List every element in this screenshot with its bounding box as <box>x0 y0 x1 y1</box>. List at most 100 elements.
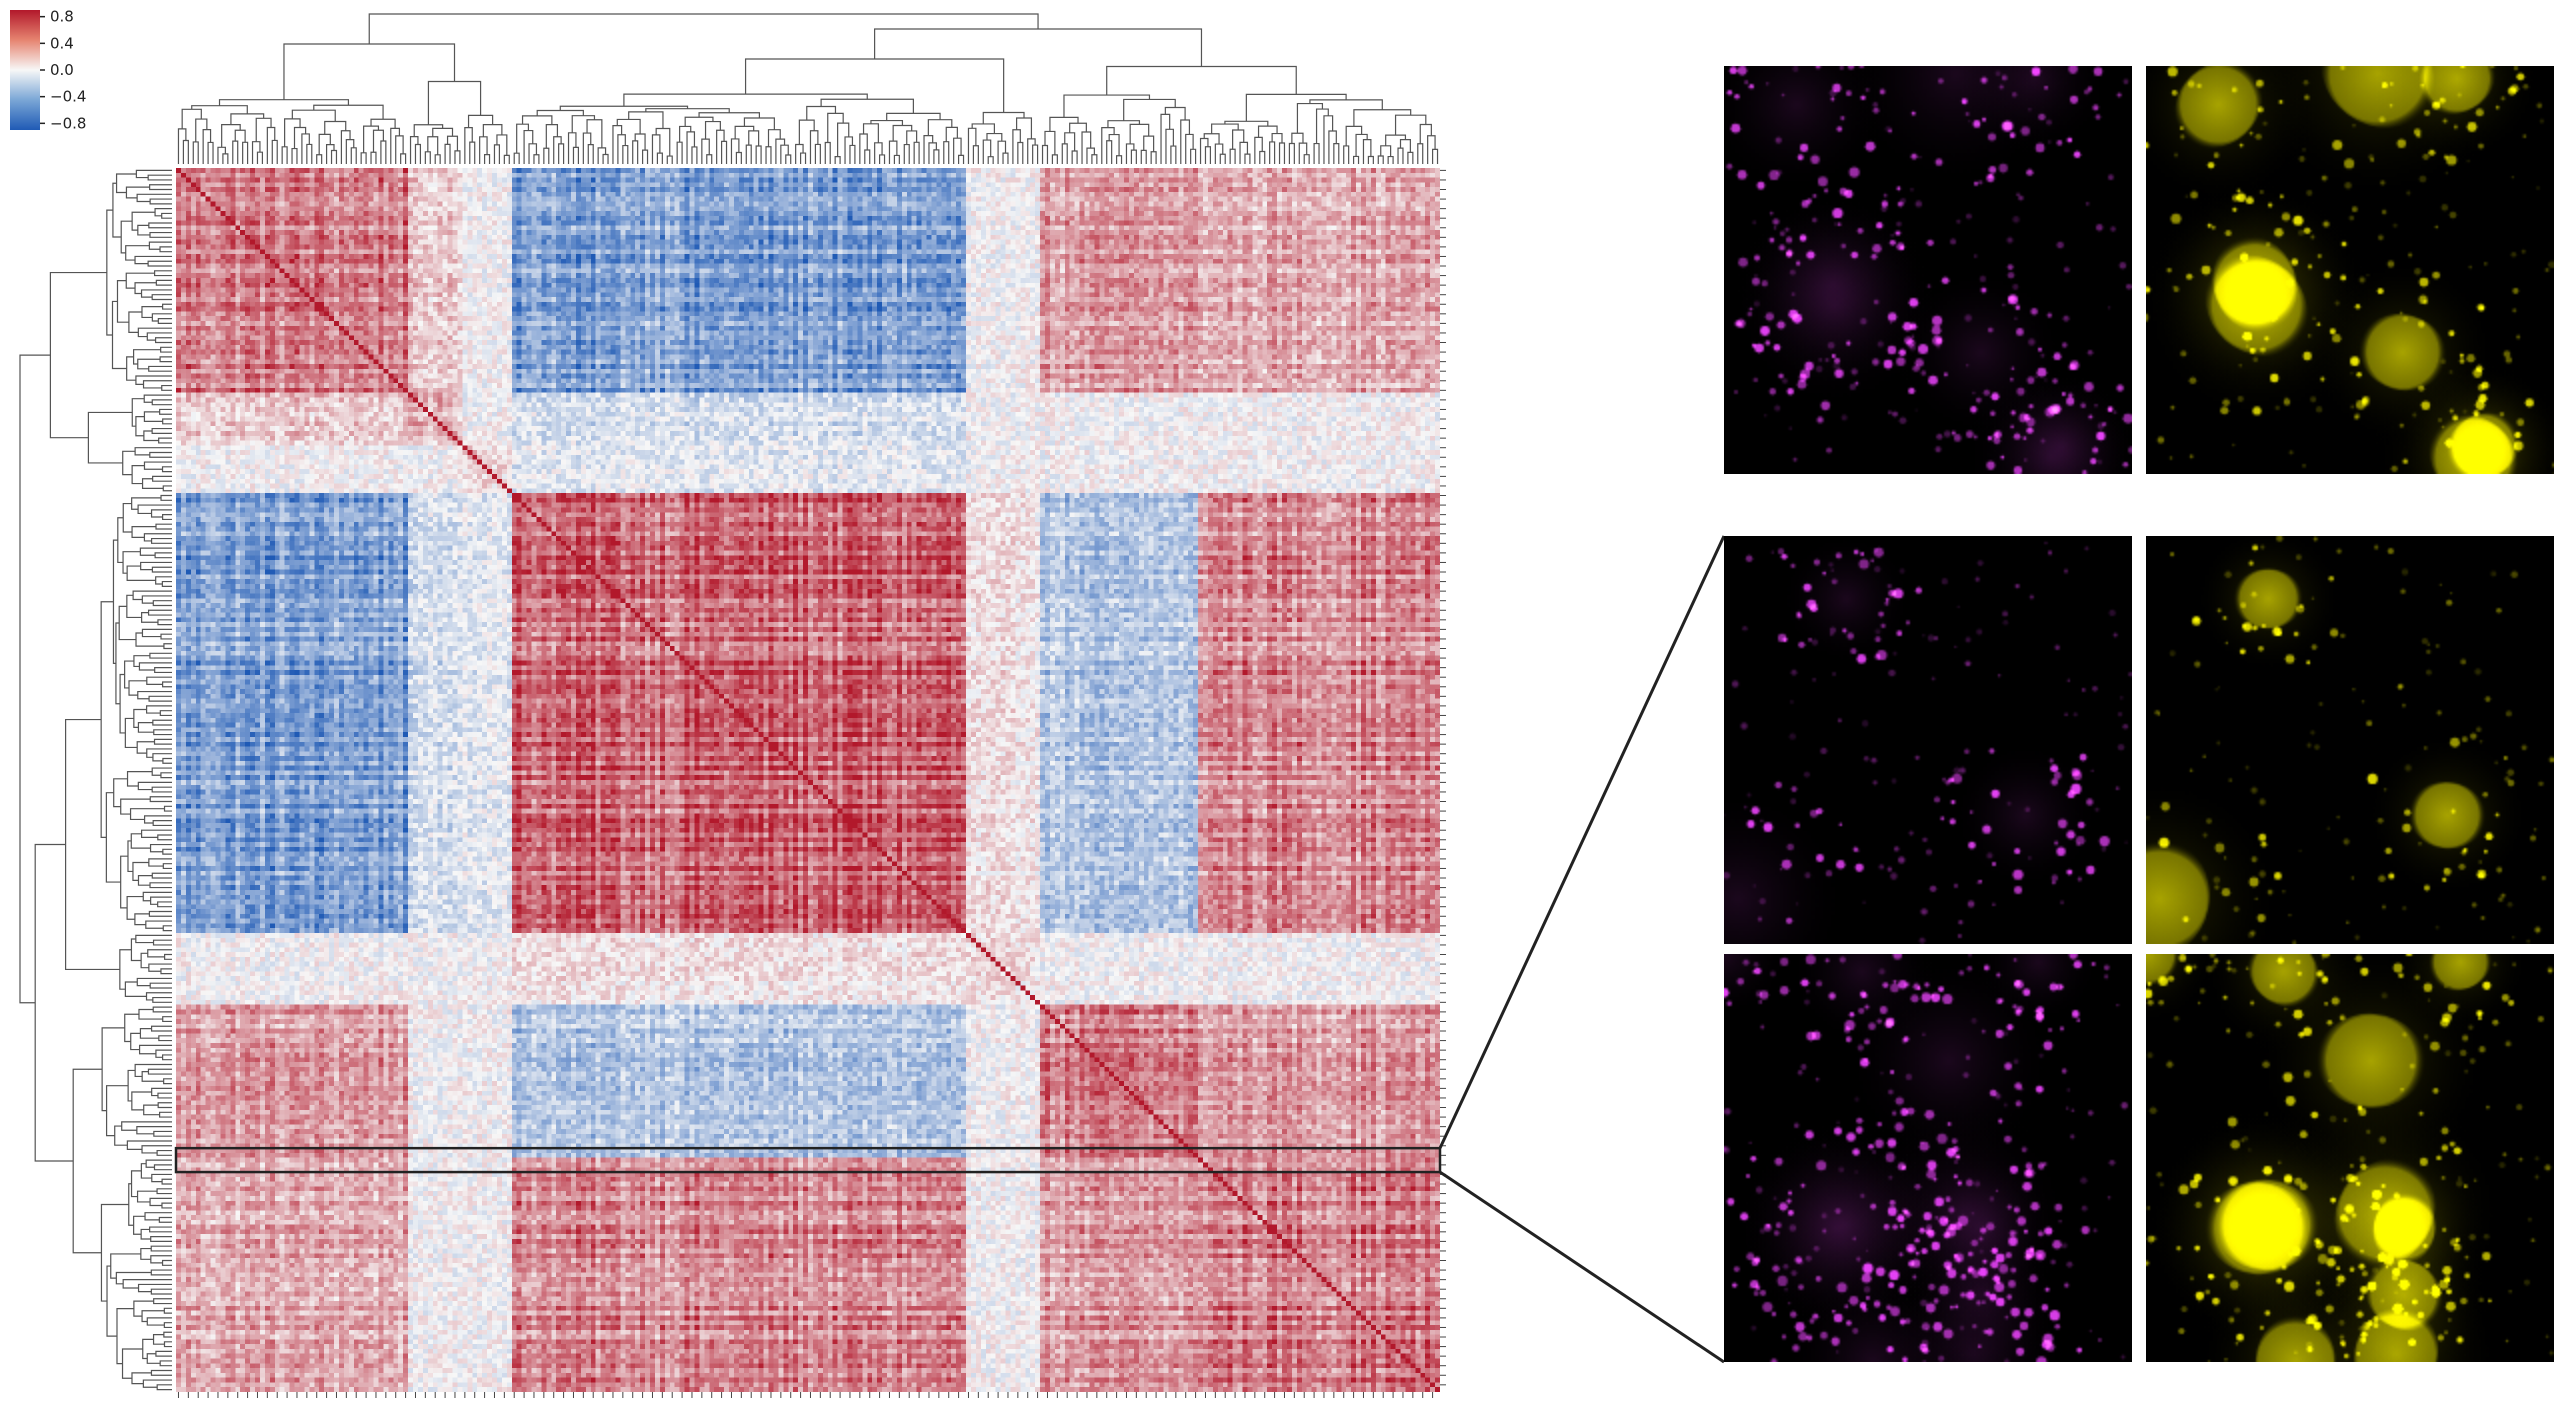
dendrogram-link <box>137 504 172 515</box>
dendrogram-link <box>112 182 122 238</box>
dendrogram-link <box>151 1087 172 1097</box>
dendrogram-link <box>161 1202 172 1209</box>
dendrogram-link <box>141 478 164 489</box>
dendrogram-link <box>150 537 172 544</box>
dendrogram-link <box>1125 143 1135 164</box>
dendrogram-link <box>155 1049 172 1058</box>
dendrogram-link <box>533 154 540 164</box>
dendrogram-link <box>748 130 760 147</box>
dendrogram-link <box>34 843 74 1162</box>
dendrogram-link <box>513 152 520 164</box>
dendrogram-link <box>156 1384 172 1391</box>
dendrogram-link <box>291 147 298 164</box>
dendrogram-link <box>152 820 172 827</box>
dendrogram-link <box>146 705 172 714</box>
dendrogram-link <box>134 913 150 926</box>
dendrogram-link <box>161 212 172 219</box>
dendrogram-link <box>156 1188 172 1195</box>
dendrogram-link <box>291 109 336 122</box>
dendrogram-link <box>150 1236 172 1242</box>
dendrogram-link <box>234 129 246 143</box>
dendrogram-link <box>119 949 132 990</box>
dendrogram-link <box>151 767 172 776</box>
dendrogram-link <box>135 632 164 647</box>
dendrogram-link <box>1315 108 1329 144</box>
dendrogram-link <box>153 738 172 745</box>
dendrogram-link <box>967 127 977 164</box>
dendrogram-link <box>318 133 331 155</box>
dendrogram-link <box>444 143 451 164</box>
dendrogram-link <box>1063 94 1151 118</box>
dendrogram-link <box>118 605 137 641</box>
dendrogram-link <box>1232 129 1245 150</box>
dendrogram-link <box>1394 114 1427 136</box>
dendrogram-link <box>142 891 172 902</box>
dendrogram-link <box>616 118 641 135</box>
dendrogram-link <box>1049 116 1079 132</box>
dendrogram-link <box>1140 149 1147 164</box>
dendrogram-link <box>149 184 172 191</box>
dendrogram-link <box>136 1126 172 1135</box>
dendrogram-link <box>122 1279 172 1289</box>
micrograph-row2-magenta <box>1724 536 2132 944</box>
micrograph-row1-magenta <box>1724 66 2132 474</box>
dendrogram-link <box>1257 125 1278 138</box>
dendrogram-link <box>730 138 740 164</box>
dendrogram-link <box>145 920 172 929</box>
dendrogram-link <box>1269 141 1276 164</box>
dendrogram-link <box>971 123 995 134</box>
dendrogram-link <box>155 279 172 286</box>
dendrogram-link <box>133 708 147 729</box>
dendrogram-link <box>434 154 441 164</box>
dendrogram-link <box>479 136 488 164</box>
dendrogram-link <box>154 270 172 277</box>
dendrogram-link <box>158 1035 172 1042</box>
dendrogram-link <box>136 741 155 754</box>
dendrogram-link <box>158 1216 172 1223</box>
dendrogram-link <box>503 154 510 164</box>
dendrogram-link <box>982 139 992 164</box>
dendrogram-link <box>1229 148 1236 164</box>
dendrogram-link <box>1130 149 1137 164</box>
dendrogram-link <box>1362 139 1372 164</box>
dendrogram-link <box>641 149 649 164</box>
dendrogram-link <box>136 193 172 203</box>
dendrogram-link <box>827 112 844 143</box>
dendrogram-link <box>293 126 307 149</box>
dendrogram-link <box>903 143 910 164</box>
dendrogram-link <box>126 594 142 619</box>
dendrogram-link <box>135 375 172 385</box>
dendrogram-link <box>424 151 431 164</box>
dendrogram-link <box>152 719 172 726</box>
dendrogram-link <box>137 358 161 370</box>
dendrogram-link <box>132 861 149 882</box>
dendrogram-link <box>151 1173 172 1183</box>
dendrogram-link <box>158 437 172 444</box>
dendrogram-link <box>755 145 762 164</box>
colorbar-tick-label: 0.8 <box>50 8 74 26</box>
zoom-line-top <box>1438 535 1726 1149</box>
dendrogram-link <box>1203 133 1220 145</box>
dendrogram-link <box>1199 137 1209 164</box>
dendrogram-link <box>152 1334 165 1345</box>
dendrogram-link <box>698 112 760 118</box>
dendrogram-link <box>154 337 172 344</box>
dendrogram-link <box>115 1271 152 1285</box>
dendrogram-link <box>986 132 1003 142</box>
dendrogram-link <box>138 1008 163 1020</box>
dendrogram-link <box>372 129 384 153</box>
dendrogram-link <box>150 509 172 518</box>
dendrogram-link <box>157 619 172 626</box>
dendrogram-link <box>1328 130 1337 164</box>
dendrogram-link <box>155 523 172 530</box>
dendrogram-link <box>878 154 886 164</box>
dendrogram-link <box>129 808 165 821</box>
dendrogram-link <box>218 99 350 106</box>
dendrogram-link <box>150 896 172 905</box>
dendrogram-link <box>799 152 807 164</box>
dendrogram-link <box>151 872 172 879</box>
dendrogram-link <box>141 595 172 604</box>
dendrogram-link <box>154 667 172 674</box>
dendrogram-link <box>1303 154 1310 164</box>
dendrogram-link <box>1012 129 1021 164</box>
